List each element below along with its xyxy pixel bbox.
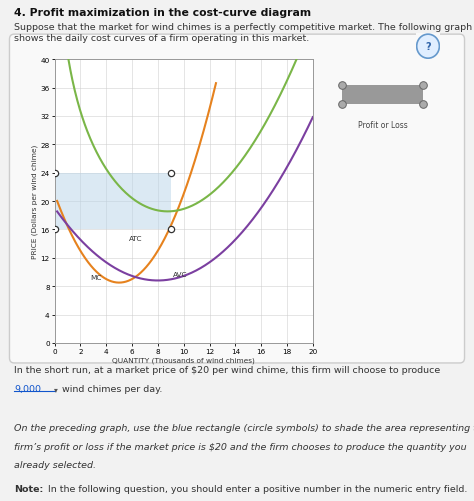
- Text: 9,000: 9,000: [14, 384, 41, 393]
- Text: ?: ?: [425, 42, 431, 52]
- Text: Profit or Loss: Profit or Loss: [358, 121, 408, 130]
- Text: ▾: ▾: [54, 384, 57, 393]
- Circle shape: [417, 35, 439, 59]
- Text: firm’s profit or loss if the market price is $20 and the firm chooses to produce: firm’s profit or loss if the market pric…: [14, 442, 467, 451]
- Bar: [55, 173, 171, 230]
- Text: On the preceding graph, use the blue rectangle (circle symbols) to shade the are: On the preceding graph, use the blue rec…: [14, 423, 474, 432]
- Text: ATC: ATC: [129, 235, 143, 241]
- Text: Note:: Note:: [14, 484, 44, 493]
- X-axis label: QUANTITY (Thousands of wind chimes): QUANTITY (Thousands of wind chimes): [112, 357, 255, 363]
- Y-axis label: PRICE (Dollars per wind chime): PRICE (Dollars per wind chime): [31, 145, 37, 259]
- Text: AVC: AVC: [173, 271, 188, 277]
- Text: wind chimes per day.: wind chimes per day.: [62, 384, 162, 393]
- Text: already selected.: already selected.: [14, 460, 96, 469]
- Text: shows the daily cost curves of a firm operating in this market.: shows the daily cost curves of a firm op…: [14, 34, 310, 43]
- Bar: [342, 86, 423, 105]
- Text: Suppose that the market for wind chimes is a perfectly competitive market. The f: Suppose that the market for wind chimes …: [14, 23, 473, 32]
- Text: In the short run, at a market price of $20 per wind chime, this firm will choose: In the short run, at a market price of $…: [14, 366, 440, 375]
- Text: 4. Profit maximization in the cost-curve diagram: 4. Profit maximization in the cost-curve…: [14, 8, 311, 18]
- Text: MC: MC: [91, 275, 102, 281]
- Text: In the following question, you should enter a positive number in the numeric ent: In the following question, you should en…: [45, 484, 467, 493]
